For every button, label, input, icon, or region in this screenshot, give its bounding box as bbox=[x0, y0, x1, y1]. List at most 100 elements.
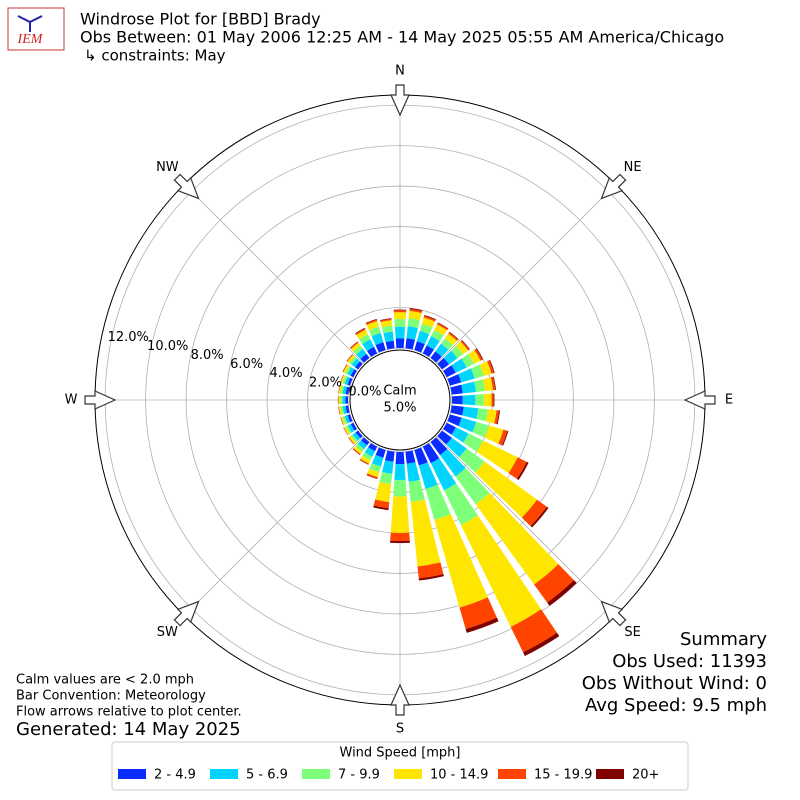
compass-label: E bbox=[725, 393, 733, 408]
wedge bbox=[430, 351, 442, 363]
wedge bbox=[375, 447, 386, 458]
wedge bbox=[443, 365, 456, 378]
wedge bbox=[437, 357, 450, 370]
wedge bbox=[345, 386, 350, 395]
r-tick-label: 12.0% bbox=[108, 330, 149, 345]
wedge bbox=[381, 325, 393, 334]
wedge bbox=[430, 437, 448, 456]
wedge bbox=[375, 481, 392, 503]
summary: Summary bbox=[680, 629, 767, 650]
legend-frame bbox=[111, 741, 689, 791]
wedge bbox=[338, 385, 341, 394]
wedge bbox=[342, 364, 347, 372]
wedge bbox=[346, 354, 354, 362]
wedge bbox=[348, 435, 357, 444]
wedge bbox=[491, 393, 494, 407]
legend-label: 7 - 9.9 bbox=[338, 768, 380, 783]
wedge bbox=[394, 326, 406, 339]
compass-arrow bbox=[390, 84, 410, 117]
wedge bbox=[430, 458, 457, 491]
wedge bbox=[380, 320, 393, 328]
wedge bbox=[357, 440, 368, 450]
wedge bbox=[350, 369, 357, 378]
wedge bbox=[443, 350, 458, 365]
wedge bbox=[350, 422, 357, 431]
logo-frame bbox=[7, 7, 65, 51]
wedge bbox=[437, 322, 449, 329]
chart-title: Windrose Plot for [BBD] Brady bbox=[80, 10, 321, 29]
wedge bbox=[450, 405, 464, 416]
wedge bbox=[385, 340, 395, 350]
wedge bbox=[437, 430, 452, 445]
wedge bbox=[353, 345, 363, 355]
compass-label: S bbox=[396, 722, 404, 737]
wedge bbox=[460, 340, 470, 351]
wedge bbox=[475, 461, 538, 518]
grid-circle bbox=[145, 145, 655, 655]
wedge bbox=[348, 437, 355, 445]
wedge bbox=[345, 365, 352, 375]
compass-arrow bbox=[683, 390, 716, 410]
wedge bbox=[350, 434, 358, 443]
wedge bbox=[344, 376, 351, 385]
wedge bbox=[379, 472, 393, 484]
summary: Obs Used: 11393 bbox=[612, 651, 767, 672]
r-tick-label: 10.0% bbox=[147, 339, 188, 354]
compass-arrow bbox=[600, 173, 627, 200]
wedge bbox=[395, 451, 405, 465]
wedge bbox=[347, 354, 355, 364]
wedge bbox=[446, 437, 467, 458]
spoke bbox=[436, 184, 616, 364]
wedge bbox=[449, 331, 459, 340]
wedge bbox=[494, 410, 500, 425]
wedge bbox=[362, 339, 375, 352]
wedge bbox=[483, 393, 492, 407]
r-tick-label: 4.0% bbox=[270, 366, 303, 381]
wedge bbox=[434, 514, 488, 608]
wedge bbox=[435, 343, 449, 357]
wedge bbox=[382, 460, 394, 474]
wedge bbox=[338, 395, 339, 405]
wedge bbox=[342, 364, 348, 373]
wedge bbox=[352, 432, 361, 441]
wedge bbox=[447, 414, 462, 427]
r-tick-label: 8.0% bbox=[191, 348, 224, 363]
wedge bbox=[516, 461, 529, 481]
wedge bbox=[350, 342, 361, 352]
spoke bbox=[436, 436, 616, 616]
wedge bbox=[368, 443, 378, 452]
wedge bbox=[479, 361, 492, 377]
wedge bbox=[405, 338, 416, 350]
wedge bbox=[475, 348, 484, 360]
wedge bbox=[366, 346, 378, 357]
wedge bbox=[394, 463, 406, 481]
wedge bbox=[407, 318, 420, 328]
compass-label: NE bbox=[624, 160, 642, 175]
wedge bbox=[450, 384, 463, 395]
generated: Generated: 14 May 2025 bbox=[16, 719, 241, 740]
compass-label: SE bbox=[624, 625, 640, 640]
legend-label: 5 - 6.9 bbox=[246, 768, 288, 783]
wedge bbox=[360, 455, 371, 464]
wedge bbox=[431, 329, 444, 342]
wedge bbox=[340, 406, 345, 415]
wedge bbox=[451, 395, 463, 405]
wedge bbox=[355, 443, 365, 452]
wedge bbox=[340, 374, 344, 384]
wedge bbox=[476, 408, 488, 422]
wedge bbox=[342, 375, 348, 385]
wedge bbox=[443, 422, 456, 435]
compass-arrow bbox=[173, 600, 200, 627]
wedge bbox=[347, 367, 355, 376]
wedge bbox=[436, 322, 448, 331]
wedge bbox=[342, 405, 347, 414]
wedge bbox=[338, 406, 340, 416]
wedge bbox=[547, 580, 577, 606]
wedge bbox=[409, 308, 423, 312]
wedge bbox=[365, 318, 377, 324]
logo-icon bbox=[17, 15, 43, 32]
spoke bbox=[184, 184, 364, 364]
wedge bbox=[448, 332, 459, 341]
calm-circle bbox=[349, 349, 451, 451]
